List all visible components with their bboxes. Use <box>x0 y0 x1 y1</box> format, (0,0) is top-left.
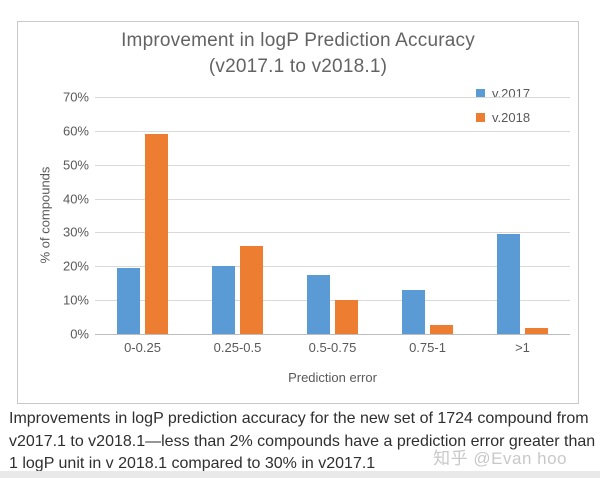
bar-group <box>95 97 190 334</box>
y-tick-label: 50% <box>62 157 89 173</box>
bar-group <box>380 97 475 334</box>
gridline <box>95 300 570 302</box>
y-tick-label: 0% <box>70 326 89 342</box>
plot-area <box>95 97 570 335</box>
legend-item: v.2018 <box>476 105 530 129</box>
legend-label: v.2018 <box>492 109 531 125</box>
watermark: 知乎 @Evan hoo <box>433 449 567 468</box>
y-tick-label: 10% <box>62 292 89 308</box>
bar-v.2018 <box>240 245 263 334</box>
bar-v.2017 <box>402 290 425 334</box>
caption: Improvements in logP prediction accuracy… <box>9 408 597 476</box>
x-tick-label: 0.5-0.75 <box>308 340 357 355</box>
gridline <box>95 198 570 200</box>
chart-panel: Improvement in logP Prediction Accuracy … <box>17 21 579 404</box>
legend: v.2017 v.2018 <box>476 81 530 129</box>
x-tick-label: 0-0.25 <box>124 340 161 355</box>
x-tick-label: 0.75-1 <box>409 340 446 355</box>
bar-v.2018 <box>145 134 168 334</box>
chart-title: Improvement in logP Prediction Accuracy … <box>18 28 578 80</box>
gridline <box>95 97 570 98</box>
x-tick-label: 0.25-0.5 <box>213 340 262 355</box>
legend-swatch-icon <box>476 112 485 122</box>
chart-title-line2: (v2017.1 to v2018.1) <box>208 56 388 77</box>
bar-v.2018 <box>430 324 453 334</box>
gridline <box>95 334 570 335</box>
x-axis-tick-labels: 0-0.25 0.25-0.5 0.5-0.75 0.75-1 >1 <box>95 340 570 355</box>
bar-v.2017 <box>497 234 520 334</box>
gridline <box>95 130 570 132</box>
bar-v.2017 <box>307 274 330 334</box>
y-tick-label: 60% <box>62 123 89 139</box>
y-tick-label: 70% <box>62 89 89 105</box>
chart-title-line1: Improvement in logP Prediction Accuracy <box>121 30 475 51</box>
y-tick-label: 30% <box>62 224 89 240</box>
y-axis-tick-labels: 0% 10% 20% 30% 40% 50% 60% 70% <box>18 90 92 342</box>
y-tick-label: 20% <box>62 258 89 274</box>
bar-v.2017 <box>117 267 140 334</box>
caption-line: v2017.1 to v2018.1—less than 2% compound… <box>9 432 596 450</box>
caption-line: 1 logP unit in v 2018.1 compared to 30% … <box>9 455 376 472</box>
caption-line: Improvements in logP prediction accuracy… <box>9 410 589 427</box>
bar-v.2018 <box>335 300 358 334</box>
gridline <box>95 232 570 234</box>
gridline <box>95 164 570 166</box>
legend-item: v.2017 <box>476 81 530 105</box>
bar-group <box>475 97 570 334</box>
legend-swatch-icon <box>476 88 485 98</box>
bar-group <box>285 97 380 334</box>
x-tick-label: >1 <box>515 340 530 355</box>
y-tick-label: 40% <box>62 191 89 207</box>
bar-groups <box>95 97 570 334</box>
bottom-strip <box>0 471 600 478</box>
legend-label: v.2017 <box>492 85 531 101</box>
x-axis-title: Prediction error <box>288 370 377 385</box>
bar-group <box>190 97 285 334</box>
bar-v.2018 <box>525 327 548 334</box>
gridline <box>95 266 570 268</box>
bar-v.2017 <box>212 266 235 334</box>
